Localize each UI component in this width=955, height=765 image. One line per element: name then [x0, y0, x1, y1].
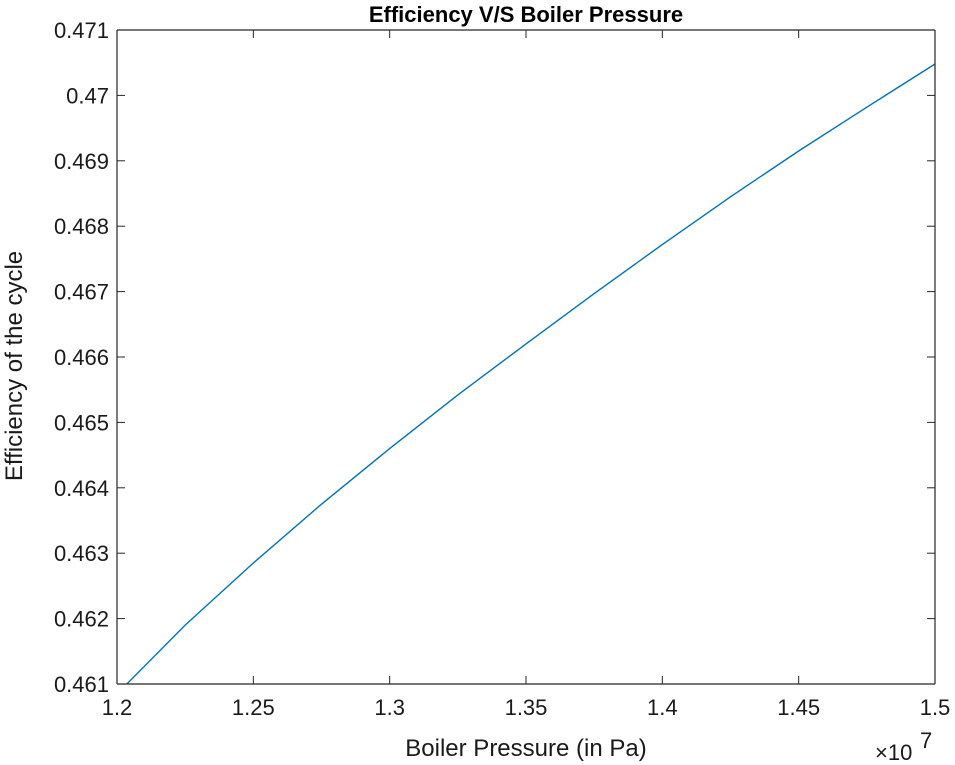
- x-tick-label: 1.2: [102, 695, 133, 720]
- y-tick-label: 0.464: [54, 476, 109, 501]
- plot-area: [117, 30, 935, 684]
- x-exponent-base: ×10: [875, 740, 912, 765]
- y-tick-label: 0.47: [66, 83, 109, 108]
- x-tick-label: 1.3: [374, 695, 405, 720]
- y-tick-label: 0.471: [54, 18, 109, 43]
- plot-background: [117, 30, 935, 684]
- x-exponent: ×10 7: [875, 728, 932, 765]
- y-tick-label: 0.465: [54, 410, 109, 435]
- ticks: 1.2 1.25 1.3 1.35 1.4 1.45 1.5 0.461 0.462 0.463 0…: [54, 18, 950, 720]
- y-tick-label: 0.468: [54, 214, 109, 239]
- y-tick-label: 0.467: [54, 280, 109, 305]
- series-layer: [126, 63, 935, 684]
- x-tick-label: 1.5: [920, 695, 951, 720]
- y-tick-label: 0.466: [54, 345, 109, 370]
- x-tick-label: 1.35: [505, 695, 548, 720]
- y-tick-label: 0.462: [54, 607, 109, 632]
- y-tick-label: 0.463: [54, 541, 109, 566]
- y-tick-label: 0.461: [54, 672, 109, 697]
- y-tick-label: 0.469: [54, 149, 109, 174]
- x-exponent-power: 7: [920, 728, 932, 753]
- x-axis-label: Boiler Pressure (in Pa): [405, 735, 646, 762]
- y-axis-label: Efficiency of the cycle: [1, 251, 28, 481]
- x-tick-label: 1.25: [232, 695, 275, 720]
- series-line: [126, 63, 935, 684]
- x-tick-label: 1.45: [777, 695, 820, 720]
- chart-title: Efficiency V/S Boiler Pressure: [369, 2, 683, 27]
- x-tick-label: 1.4: [647, 695, 678, 720]
